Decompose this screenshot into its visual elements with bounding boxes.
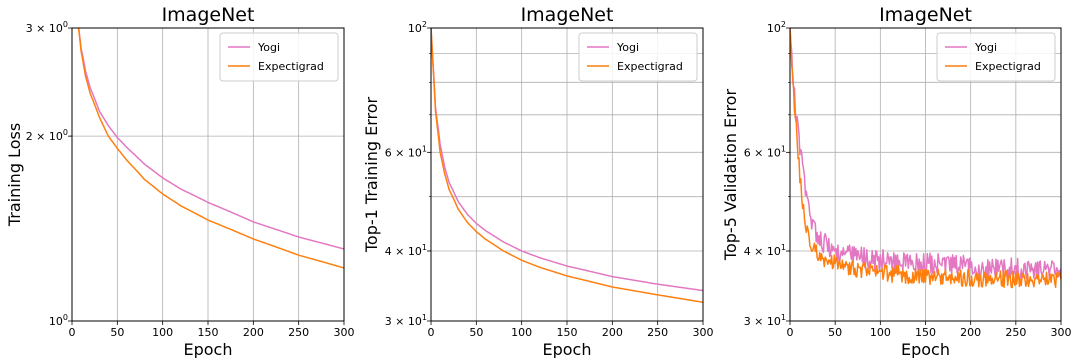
chart-title: ImageNet xyxy=(162,4,255,26)
legend-label: Yogi xyxy=(974,41,997,54)
x-tick-label: 50 xyxy=(828,326,842,339)
x-tick-label: 100 xyxy=(152,326,173,339)
legend: Yogi Expectigrad xyxy=(936,32,1056,82)
legend-label: Expectigrad xyxy=(258,60,324,73)
chart-top1-training-error: ImageNet Epoch Top-1 Training Error 0 50 1… xyxy=(362,4,714,358)
series-line-expectigrad xyxy=(790,28,1061,289)
legend-box xyxy=(578,32,698,82)
y-axis-label: Top-5 Validation Error xyxy=(721,89,740,262)
chart-title: ImageNet xyxy=(521,4,614,26)
legend-label: Expectigrad xyxy=(975,60,1041,73)
x-tick-label: 0 xyxy=(428,326,435,339)
legend-box xyxy=(219,32,339,82)
x-axis-label: Epoch xyxy=(901,340,950,358)
y-tick-label: 3 × 101 xyxy=(744,313,786,328)
x-tick-label: 200 xyxy=(960,326,981,339)
x-axis-label: Epoch xyxy=(543,340,592,358)
x-tick-label: 250 xyxy=(288,326,309,339)
x-tick-label: 250 xyxy=(647,326,668,339)
x-tick-label: 50 xyxy=(110,326,124,339)
legend-label: Yogi xyxy=(257,41,280,54)
legend-label: Yogi xyxy=(616,41,639,54)
y-tick-label: 6 × 101 xyxy=(385,144,427,159)
series-line-expectigrad xyxy=(431,28,703,304)
x-tick-label: 150 xyxy=(915,326,936,339)
x-tick-label: 50 xyxy=(469,326,483,339)
x-tick-label: 300 xyxy=(1051,326,1072,339)
y-tick-label: 102 xyxy=(408,20,427,35)
chart-training-loss: ImageNet Epoch Training Loss 0 50 100 150 20… xyxy=(5,4,355,358)
y-axis-label: Training Loss xyxy=(5,123,24,227)
y-tick-label: 4 × 101 xyxy=(744,243,786,258)
x-tick-label: 200 xyxy=(243,326,264,339)
y-tick-label: 4 × 101 xyxy=(385,243,427,258)
legend-label: Expectigrad xyxy=(617,60,683,73)
series-line-yogi xyxy=(77,28,344,250)
x-tick-label: 150 xyxy=(198,326,219,339)
x-tick-label: 300 xyxy=(334,326,355,339)
legend: Yogi Expectigrad xyxy=(219,32,339,82)
chart-top5-validation-error: ImageNet Epoch Top-5 Validation Error 0 5… xyxy=(721,4,1072,358)
y-tick-label: 3 × 101 xyxy=(385,313,427,328)
legend-box xyxy=(936,32,1056,82)
chart-title: ImageNet xyxy=(879,4,972,26)
y-tick-label: 2 × 100 xyxy=(26,128,68,143)
legend: Yogi Expectigrad xyxy=(578,32,698,82)
x-tick-label: 0 xyxy=(787,326,794,339)
y-axis-label: Top-1 Training Error xyxy=(362,96,381,253)
x-tick-label: 100 xyxy=(870,326,891,339)
x-tick-label: 300 xyxy=(693,326,714,339)
series-line-yogi xyxy=(790,28,1061,280)
x-tick-label: 100 xyxy=(511,326,532,339)
series-line-yogi xyxy=(431,28,703,292)
series-line-expectigrad xyxy=(77,28,344,269)
x-axis-label: Epoch xyxy=(184,340,233,358)
x-tick-label: 250 xyxy=(1005,326,1026,339)
x-tick-label: 200 xyxy=(602,326,623,339)
y-tick-label: 102 xyxy=(767,20,786,35)
y-tick-label: 3 × 100 xyxy=(26,20,68,35)
y-tick-label: 100 xyxy=(49,313,68,328)
y-tick-label: 6 × 101 xyxy=(744,144,786,159)
x-tick-label: 150 xyxy=(557,326,578,339)
x-tick-label: 0 xyxy=(69,326,76,339)
